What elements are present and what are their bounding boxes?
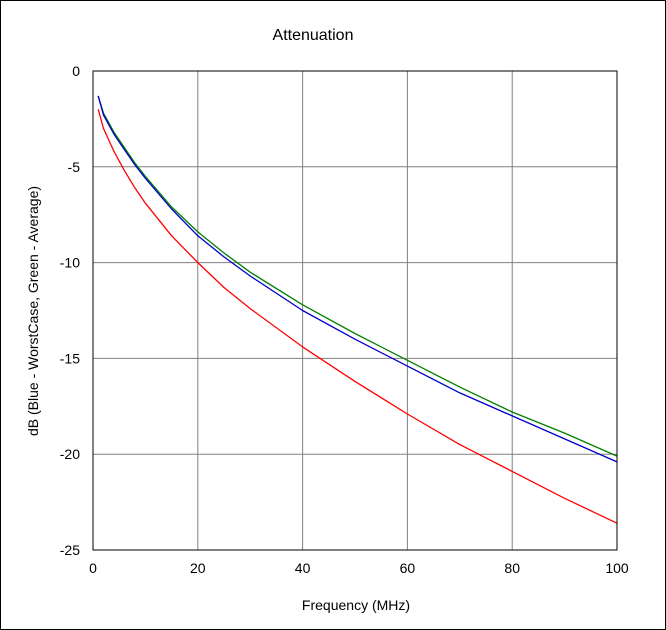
x-tick-label: 0 — [89, 560, 97, 576]
series-line — [97, 95, 618, 457]
x-axis-label: Frequency (MHz) — [302, 597, 410, 613]
plot-border — [92, 70, 618, 551]
y-tick-label: -20 — [60, 446, 80, 462]
x-tick-label: 40 — [295, 560, 311, 576]
y-tick-label: -5 — [68, 159, 81, 175]
y-tick-label: 0 — [72, 63, 80, 79]
tick-labels: 0 20 40 60 80 100 0 -5 -10 -15 -20 -25 — [60, 63, 629, 576]
grid — [92, 70, 618, 551]
series-line — [97, 95, 618, 463]
plot-series — [97, 95, 618, 524]
y-axis-label: dB (Blue - WorstCase, Green - Average) — [25, 186, 41, 436]
series-line — [97, 109, 618, 524]
chart-title: Attenuation — [273, 27, 354, 44]
y-tick-label: -25 — [60, 542, 80, 558]
y-tick-label: -10 — [60, 255, 80, 271]
x-tick-label: 100 — [605, 560, 629, 576]
x-tick-label: 80 — [504, 560, 520, 576]
x-tick-label: 20 — [190, 560, 206, 576]
x-tick-label: 60 — [400, 560, 416, 576]
y-tick-label: -15 — [60, 350, 80, 366]
